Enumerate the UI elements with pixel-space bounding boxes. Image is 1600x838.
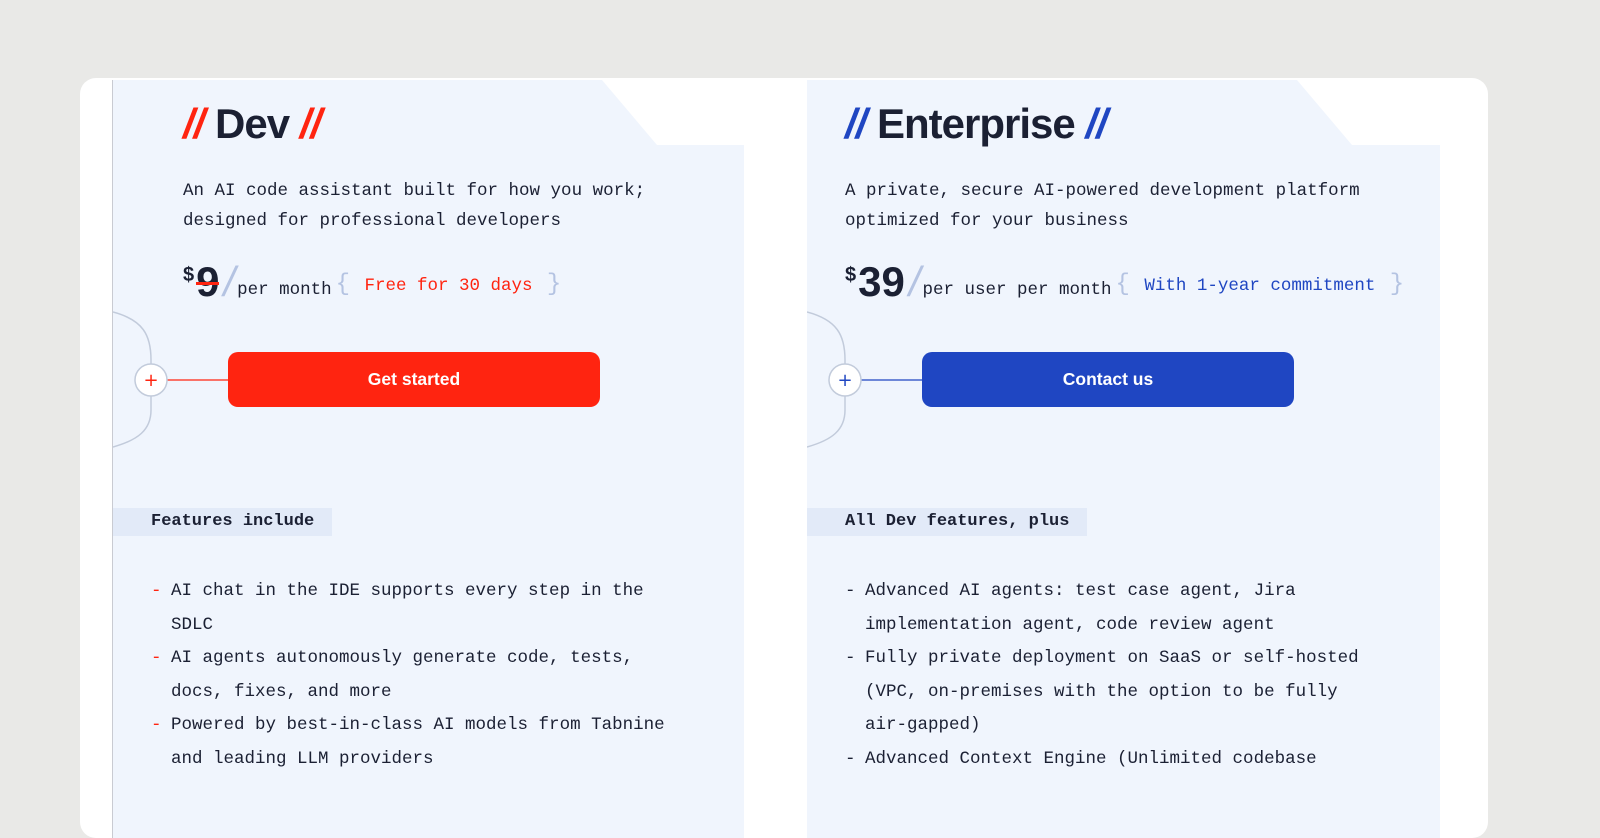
price-amount: 39 <box>858 258 905 305</box>
svg-text:</>: </> <box>704 115 712 121</box>
price-note: { Free for 30 days } <box>335 271 562 298</box>
price-amount: 9 <box>196 258 220 305</box>
pricing-card: { </> } // Dev // An AI code assistant b… <box>80 78 1488 838</box>
list-item: - AI chat in the IDE supports every step … <box>151 581 644 635</box>
features-list: - Advanced AI agents: test case agent, Ji… <box>845 575 1365 776</box>
connector-plus-icon: + <box>113 311 229 448</box>
plan-price: $ 9 / per month { Free for 30 days } <box>183 258 562 305</box>
price-note: { With 1-year commitment } <box>1115 271 1405 298</box>
list-item: - Powered by best-in-class AI models from… <box>151 715 665 769</box>
plan-dev: { </> } // Dev // An AI code assistant b… <box>112 80 744 838</box>
features-list: - AI chat in the IDE supports every step … <box>151 575 671 776</box>
building-icon: { } <box>1361 92 1439 138</box>
svg-text:+: + <box>837 370 852 391</box>
contact-us-button[interactable]: Contact us <box>922 352 1294 407</box>
list-item: - Advanced AI agents: test case agent, Ji… <box>845 581 1296 635</box>
svg-text:+: + <box>143 370 158 391</box>
plan-title: // Dev // <box>183 100 322 147</box>
plan-title: // Enterprise // <box>845 100 1108 147</box>
list-item: - Advanced Context Engine (Unlimited code… <box>845 748 1317 769</box>
features-heading: Features include <box>113 508 333 536</box>
plan-enterprise: { } // Enterprise // A private, secure A… <box>807 80 1440 838</box>
get-started-button[interactable]: Get started <box>228 352 600 407</box>
list-item: - Fully private deployment on SaaS or sel… <box>845 648 1359 735</box>
plan-price: $ 39 / per user per month { With 1-year … <box>845 258 1405 305</box>
plan-description: An AI code assistant built for how you w… <box>183 181 646 231</box>
connector-plus-icon: + <box>807 311 923 448</box>
price-period: per month <box>237 280 332 300</box>
list-item: - AI agents autonomously generate code, t… <box>151 648 634 702</box>
price-period: per user per month <box>922 280 1112 300</box>
laptop-code-icon: { </> } <box>669 92 747 138</box>
plan-description: A private, secure AI-powered development… <box>845 181 1360 231</box>
features-heading: All Dev features, plus <box>807 508 1088 536</box>
